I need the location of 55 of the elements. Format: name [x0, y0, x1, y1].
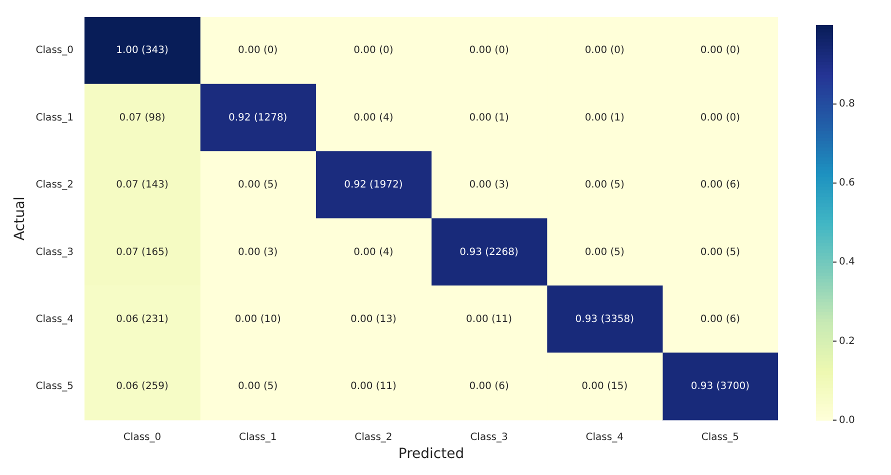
y-axis-title: Actual [12, 196, 28, 241]
y-tick-label: Class_2 [36, 180, 74, 191]
data-label: 0.06 (231) [116, 314, 169, 325]
data-label: 0.00 (11) [466, 314, 512, 325]
data-label: 0.07 (165) [116, 246, 169, 258]
x-tick-label: Class_1 [239, 432, 277, 443]
x-axis-title: Predicted [398, 446, 464, 462]
y-tick-label: Class_3 [36, 246, 74, 258]
data-label: 0.00 (0) [584, 45, 625, 56]
data-label: 0.00 (0) [354, 45, 394, 56]
data-label: 0.00 (5) [584, 246, 625, 258]
data-label: 0.00 (6) [700, 180, 740, 191]
data-label: 0.00 (6) [469, 381, 509, 392]
color-bar-label: 0.0 [839, 414, 855, 426]
data-label: 0.00 (15) [582, 381, 628, 392]
data-label: 0.00 (0) [700, 112, 740, 124]
data-label: 0.00 (4) [354, 246, 394, 258]
data-label: 1.00 (343) [116, 45, 169, 56]
data-label: 0.00 (5) [584, 180, 625, 191]
data-label: 0.92 (1972) [344, 180, 403, 191]
data-label: 0.06 (259) [116, 381, 169, 392]
color-bar-label: 0.4 [839, 256, 855, 268]
data-label: 0.00 (1) [469, 112, 509, 124]
color-bar-label: 0.2 [839, 336, 855, 347]
x-tick-label: Class_2 [354, 432, 392, 443]
data-label: 0.00 (5) [238, 180, 278, 191]
y-tick-label: Class_0 [36, 45, 74, 56]
data-label: 0.00 (5) [700, 246, 740, 258]
y-tick-label: Class_1 [36, 112, 74, 124]
data-label: 0.00 (5) [238, 381, 278, 392]
data-label: 0.00 (3) [238, 246, 278, 258]
color-bar-label: 0.6 [839, 178, 855, 189]
x-tick-label: Class_0 [123, 432, 162, 443]
data-label: 0.00 (0) [469, 45, 509, 56]
x-tick-label: Class_3 [470, 432, 508, 443]
data-label: 0.00 (0) [238, 45, 278, 56]
data-label: 0.93 (3700) [690, 381, 750, 392]
data-label: 0.07 (143) [116, 180, 169, 191]
data-label: 0.00 (4) [354, 112, 394, 124]
data-label: 0.93 (2268) [460, 246, 518, 258]
data-label: 0.00 (6) [700, 314, 740, 325]
y-tick-label: Class_5 [36, 381, 74, 392]
color-bar-label: 0.8 [839, 98, 855, 110]
y-tick-label: Class_4 [36, 314, 74, 325]
data-label: 0.00 (11) [350, 381, 397, 392]
data-label: 0.00 (0) [700, 45, 740, 56]
data-label: 0.00 (1) [584, 112, 625, 124]
data-label: 0.93 (3358) [575, 314, 634, 325]
data-label: 0.00 (13) [350, 314, 397, 325]
x-tick-label: Class_5 [701, 432, 740, 443]
data-label: 0.00 (3) [469, 180, 509, 191]
x-tick-label: Class_4 [586, 432, 624, 443]
data-label: 0.92 (1278) [228, 112, 288, 124]
data-label: 0.00 (10) [234, 314, 281, 325]
data-label: 0.07 (98) [119, 112, 166, 124]
